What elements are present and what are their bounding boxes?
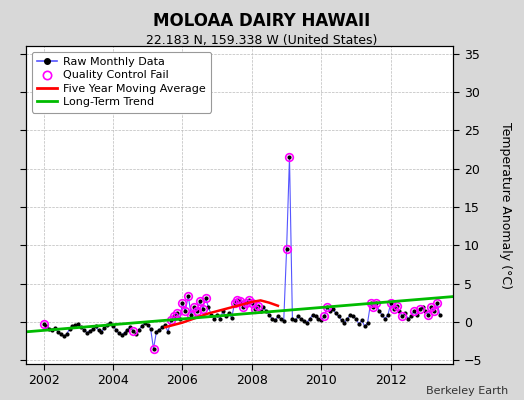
Y-axis label: Temperature Anomaly (°C): Temperature Anomaly (°C): [499, 122, 512, 288]
Text: MOLOAA DAIRY HAWAII: MOLOAA DAIRY HAWAII: [154, 12, 370, 30]
Text: Berkeley Earth: Berkeley Earth: [426, 386, 508, 396]
Text: 22.183 N, 159.338 W (United States): 22.183 N, 159.338 W (United States): [146, 34, 378, 47]
Legend: Raw Monthly Data, Quality Control Fail, Five Year Moving Average, Long-Term Tren: Raw Monthly Data, Quality Control Fail, …: [32, 52, 211, 113]
